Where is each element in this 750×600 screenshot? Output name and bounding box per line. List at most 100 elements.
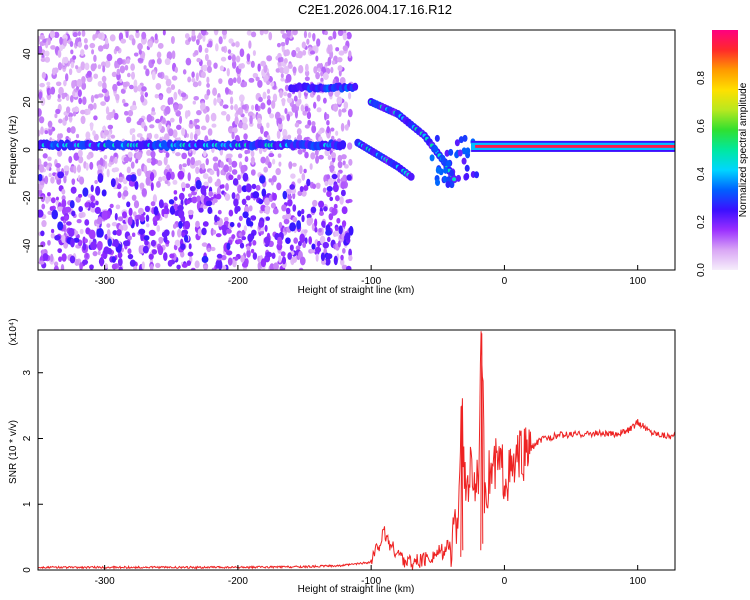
noise-blob xyxy=(219,65,224,72)
noise-blob xyxy=(236,239,243,244)
noise-blob xyxy=(123,102,129,107)
noise-blob xyxy=(61,207,67,216)
noise-blob xyxy=(278,221,283,229)
noise-blob xyxy=(40,230,45,237)
noise-blob xyxy=(194,260,200,269)
noise-blob xyxy=(337,240,341,248)
noise-blob xyxy=(280,73,284,79)
noise-blob xyxy=(330,152,337,159)
noise-blob xyxy=(143,235,150,241)
noise-blob xyxy=(126,166,131,174)
noise-blob xyxy=(57,133,61,141)
noise-blob xyxy=(114,156,118,164)
noise-blob xyxy=(309,217,314,224)
noise-blob xyxy=(164,105,171,115)
noise-blob xyxy=(147,40,153,48)
noise-blob xyxy=(81,30,86,37)
noise-blob xyxy=(340,177,346,183)
noise-blob xyxy=(276,130,281,139)
noise-blob xyxy=(78,155,84,164)
noise-blob xyxy=(303,229,308,234)
noise-blob xyxy=(166,51,173,61)
noise-blob xyxy=(284,84,290,92)
noise-blob xyxy=(115,177,119,186)
noise-blob xyxy=(38,209,44,218)
noise-blob xyxy=(103,155,108,160)
noise-blob xyxy=(333,255,338,266)
noise-blob xyxy=(303,30,308,39)
noise-blob xyxy=(117,57,123,65)
noise-blob xyxy=(146,158,152,164)
noise-blob xyxy=(117,191,122,199)
noise-blob xyxy=(228,128,234,133)
noise-blob xyxy=(97,173,104,184)
noise-blob xyxy=(299,233,305,244)
noise-blob xyxy=(286,30,291,37)
noise-blob xyxy=(314,218,318,228)
transition-blob xyxy=(429,154,435,162)
noise-blob xyxy=(170,84,176,91)
noise-blob xyxy=(301,214,305,223)
noise-blob xyxy=(207,176,213,184)
y-tick-label: 40 xyxy=(22,48,33,60)
noise-blob xyxy=(55,196,59,201)
noise-blob xyxy=(92,130,96,136)
noise-blob xyxy=(109,34,116,42)
noise-blob xyxy=(70,126,76,134)
noise-blob xyxy=(63,175,67,184)
noise-blob xyxy=(39,82,45,88)
noise-blob xyxy=(138,207,144,215)
noise-blob xyxy=(82,259,89,265)
noise-blob xyxy=(182,163,187,168)
noise-blob xyxy=(248,77,255,83)
noise-blob xyxy=(85,131,91,140)
noise-blob xyxy=(152,194,157,203)
noise-blob xyxy=(156,51,162,59)
noise-blob xyxy=(40,126,44,135)
x-tick-label: 100 xyxy=(629,276,646,287)
noise-blob xyxy=(324,180,329,187)
snr-y-ticks: 0 1 2 3 xyxy=(22,370,43,573)
noise-blob xyxy=(248,240,252,247)
noise-blob xyxy=(122,81,128,88)
noise-blob xyxy=(95,200,99,206)
noise-blob xyxy=(40,195,45,203)
noise-blob xyxy=(347,108,353,118)
noise-blob xyxy=(64,115,69,122)
noise-blob xyxy=(267,161,272,169)
noise-blob xyxy=(198,32,202,41)
noise-blob xyxy=(299,165,303,175)
noise-blob xyxy=(42,38,47,43)
noise-blob xyxy=(90,241,98,250)
noise-blob xyxy=(57,98,62,103)
noise-blob xyxy=(325,253,333,260)
noise-blob xyxy=(38,189,43,195)
noise-blob xyxy=(258,96,263,103)
noise-blob xyxy=(207,128,213,136)
noise-blob xyxy=(117,251,123,259)
noise-blob xyxy=(141,188,148,197)
noise-blob xyxy=(307,32,312,39)
noise-blob xyxy=(76,78,83,88)
noise-blob xyxy=(291,256,298,263)
transition-blob xyxy=(461,157,467,165)
noise-blob xyxy=(340,254,344,261)
noise-blob xyxy=(251,183,257,190)
noise-blob xyxy=(345,265,352,270)
noise-blob xyxy=(137,57,144,62)
noise-blob xyxy=(158,236,164,244)
noise-blob xyxy=(248,205,253,212)
noise-blob xyxy=(161,208,168,215)
noise-blob xyxy=(276,182,282,191)
figure-title: C2E1.2026.004.17.16.R12 xyxy=(298,2,452,17)
noise-blob xyxy=(100,101,106,106)
noise-blob xyxy=(47,210,53,216)
noise-blob xyxy=(283,218,290,225)
noise-blob xyxy=(287,63,293,69)
x-tick-label: 0 xyxy=(502,576,508,587)
noise-blob xyxy=(288,161,293,169)
noise-blob xyxy=(57,62,63,71)
transition-blob xyxy=(446,160,452,168)
noise-blob xyxy=(57,206,63,212)
noise-blob xyxy=(148,132,153,140)
